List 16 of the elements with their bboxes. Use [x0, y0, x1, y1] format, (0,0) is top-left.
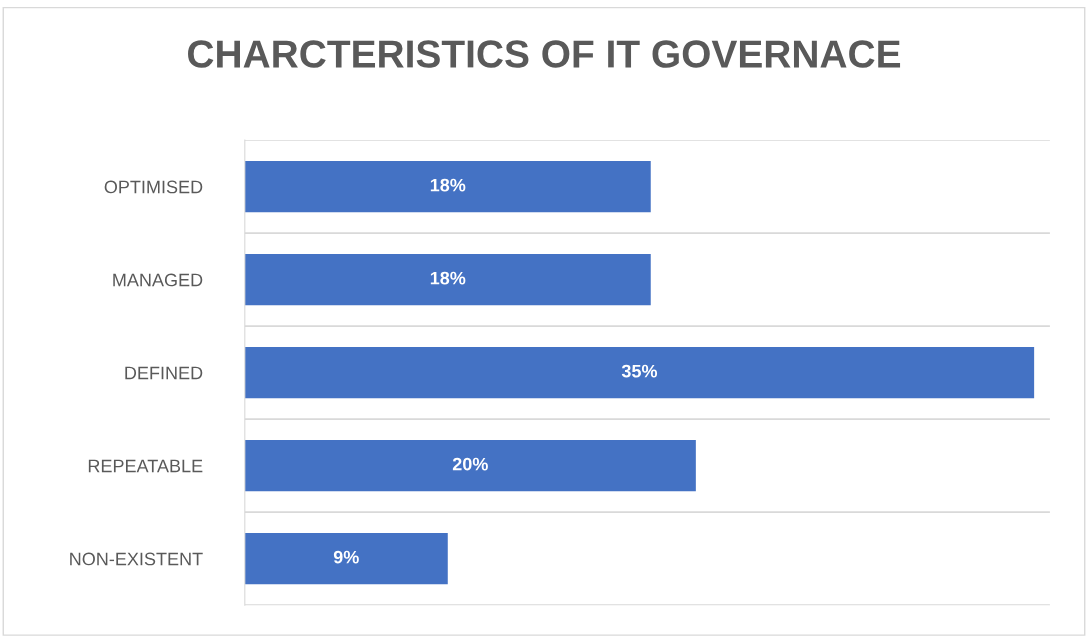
data-label: 35%	[621, 364, 658, 378]
y-tick-label: REPEATABLE	[88, 459, 203, 473]
bar	[244, 440, 696, 492]
y-tick-label: OPTIMISED	[104, 180, 203, 194]
y-tick-label: MANAGED	[113, 273, 203, 287]
chart-title: CHARCTERISTICS OF IT GOVERNACE	[188, 40, 901, 68]
bar	[244, 161, 651, 213]
bar	[244, 254, 651, 306]
bar	[244, 347, 1035, 399]
y-tick-label: DEFINED	[125, 366, 203, 380]
data-label: 9%	[333, 550, 359, 564]
bar	[244, 533, 448, 585]
data-label: 18%	[430, 178, 466, 192]
y-tick-label: NON-EXISTENT	[70, 552, 203, 566]
data-label: 20%	[452, 457, 488, 471]
data-label: 18%	[430, 271, 466, 285]
